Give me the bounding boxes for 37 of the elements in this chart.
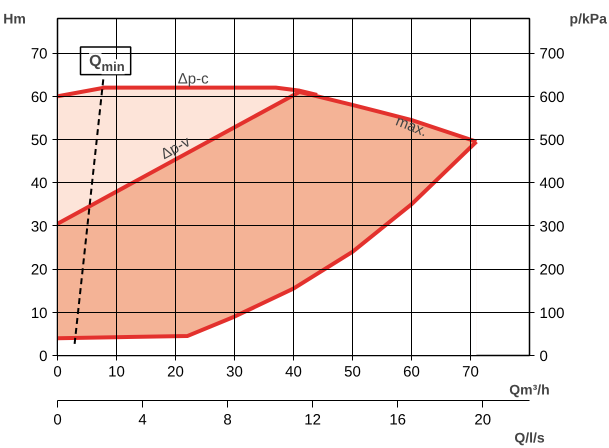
x-tick-label: 30 xyxy=(226,364,243,380)
y2-tick-label: 200 xyxy=(540,262,565,279)
y-tick-label: 20 xyxy=(30,262,48,279)
x-tick-label: 10 xyxy=(108,364,125,380)
y2-tick-label: 300 xyxy=(540,218,565,236)
y-tick-label: 70 xyxy=(30,46,48,63)
x2-tick-label: 16 xyxy=(389,412,406,428)
x2-axis-title: Q/l/s xyxy=(514,430,545,446)
y2-axis-title: p/kPa xyxy=(570,10,608,26)
x-tick-label: 40 xyxy=(285,364,302,380)
x-tick-label: 0 xyxy=(53,364,62,380)
y-tick-label: 40 xyxy=(30,175,48,192)
y2-tick-label: 0 xyxy=(540,348,548,365)
y2-tick-label: 400 xyxy=(540,175,565,192)
x-tick-label: 20 xyxy=(167,364,184,380)
y2-tick-label: 600 xyxy=(540,88,565,106)
x-tick-label: 70 xyxy=(462,364,479,380)
y-axis-title: Hm xyxy=(3,10,26,26)
x-tick-label: 50 xyxy=(344,364,361,380)
x2-tick-label: 4 xyxy=(138,412,147,428)
y2-tick-label: 500 xyxy=(540,132,565,149)
x-tick-label: 60 xyxy=(403,364,420,380)
y2-tick-label: 700 xyxy=(540,46,565,63)
y-tick-label: 0 xyxy=(39,348,48,365)
x-axis-title: Qm³/h xyxy=(509,382,550,398)
x2-tick-label: 8 xyxy=(223,412,232,428)
y-tick-label: 50 xyxy=(30,132,48,149)
y-tick-label: 10 xyxy=(30,304,48,322)
x2-tick-label: 12 xyxy=(304,412,321,428)
y-tick-label: 30 xyxy=(30,218,48,236)
x2-tick-label: 20 xyxy=(474,412,492,428)
y2-tick-label: 100 xyxy=(540,304,565,322)
x2-tick-label: 0 xyxy=(53,412,62,428)
annotation: max. xyxy=(393,112,430,140)
annotation: Δp-v xyxy=(158,133,194,163)
y-tick-label: 60 xyxy=(30,88,48,106)
annotation: Δp-c xyxy=(178,70,210,88)
